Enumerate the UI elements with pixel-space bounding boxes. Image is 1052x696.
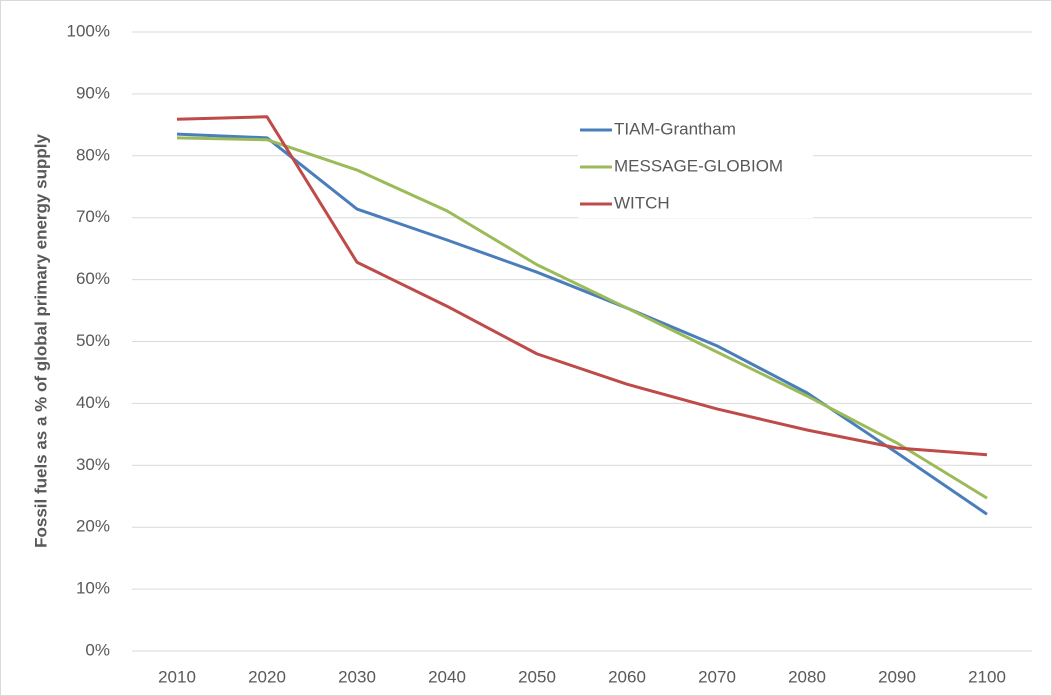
x-tick-label: 2060	[608, 667, 646, 686]
y-tick-label: 30%	[76, 455, 110, 474]
series-line	[176, 115, 988, 457]
y-axis-title: Fossil fuels as a % of global primary en…	[31, 134, 50, 548]
y-tick-label: 60%	[76, 269, 110, 288]
y-tick-label: 40%	[76, 393, 110, 412]
x-tick-label: 2040	[428, 667, 466, 686]
y-tick-label: 70%	[76, 207, 110, 226]
y-tick-label: 0%	[85, 640, 110, 659]
legend-box	[578, 112, 813, 218]
y-tick-label: 80%	[76, 145, 110, 164]
x-tick-label: 2090	[878, 667, 916, 686]
x-tick-label: 2070	[698, 667, 736, 686]
x-tick-label: 2050	[518, 667, 556, 686]
legend-label: MESSAGE-GLOBIOM	[614, 156, 783, 175]
x-tick-label: 2020	[248, 667, 286, 686]
legend-label: TIAM-Grantham	[614, 119, 736, 138]
series-line	[176, 132, 988, 516]
y-tick-label: 20%	[76, 517, 110, 536]
y-tick-label: 10%	[76, 579, 110, 598]
y-tick-label: 100%	[67, 21, 110, 40]
legend-label: WITCH	[614, 193, 670, 212]
x-tick-label: 2080	[788, 667, 826, 686]
x-tick-label: 2100	[968, 667, 1006, 686]
x-tick-label: 2030	[338, 667, 376, 686]
x-tick-label: 2010	[158, 667, 196, 686]
y-tick-label: 50%	[76, 331, 110, 350]
series-line	[176, 136, 988, 500]
y-tick-label: 90%	[76, 83, 110, 102]
